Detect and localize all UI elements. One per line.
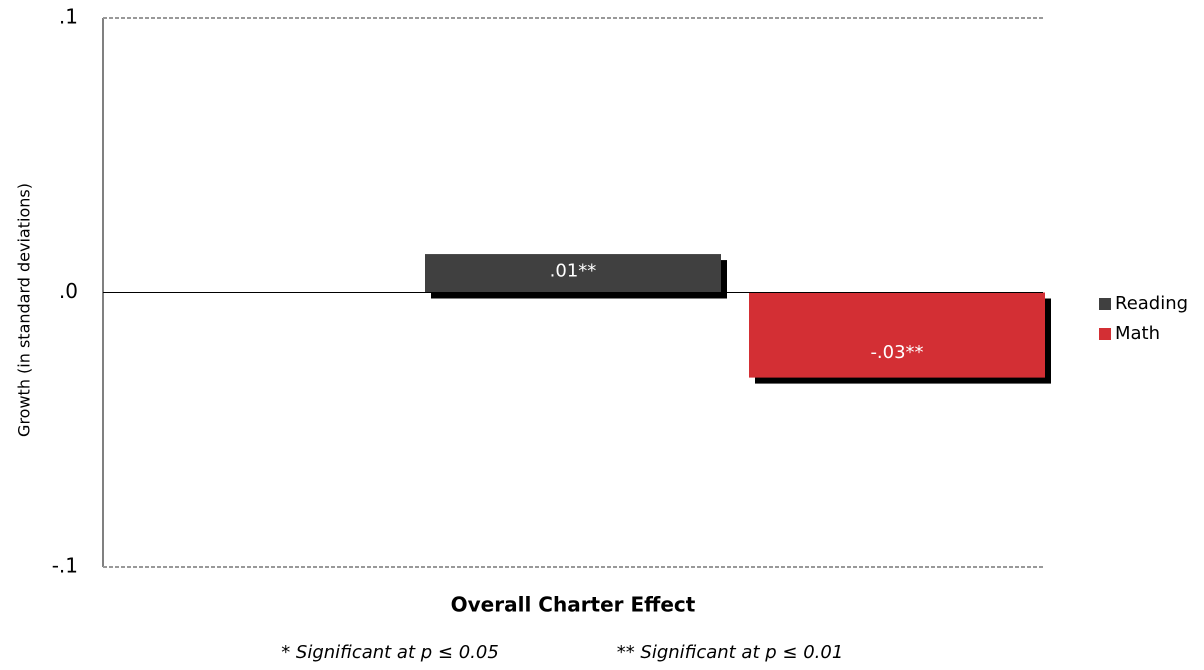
y-tick-label: -.1 — [52, 554, 78, 578]
x-axis-label: Overall Charter Effect — [451, 593, 696, 617]
y-tick-label: .0 — [59, 279, 78, 303]
bar — [749, 292, 1045, 378]
y-tick-label: .1 — [59, 5, 78, 29]
legend-swatch — [1099, 328, 1111, 340]
footnote: * Significant at p ≤ 0.05 — [281, 642, 499, 663]
data-label: .01** — [550, 260, 597, 281]
legend-label: Math — [1115, 323, 1160, 344]
y-axis-label: Growth (in standard deviations) — [15, 183, 34, 437]
legend-label: Reading — [1115, 293, 1188, 314]
bar — [425, 254, 721, 293]
footnote: ** Significant at p ≤ 0.01 — [617, 642, 844, 663]
data-label: -.03** — [870, 342, 923, 363]
legend-swatch — [1099, 298, 1111, 310]
